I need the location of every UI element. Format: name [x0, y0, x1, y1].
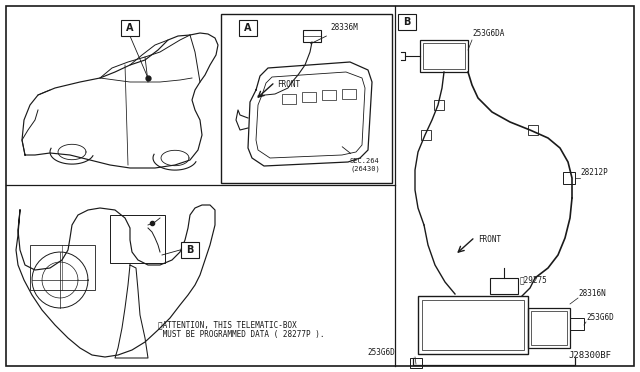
Bar — [422, 300, 524, 350]
Text: A: A — [126, 23, 134, 33]
Text: B: B — [186, 245, 194, 255]
Bar — [531, 311, 567, 345]
Bar — [303, 30, 321, 42]
Text: 28212P: 28212P — [580, 168, 608, 177]
Bar — [110, 215, 165, 263]
Bar — [282, 94, 296, 104]
Bar — [221, 14, 392, 183]
Text: 28316N: 28316N — [578, 289, 605, 298]
Bar — [434, 100, 444, 110]
Text: FRONT: FRONT — [478, 234, 501, 244]
Bar — [322, 90, 336, 100]
Text: J28300BF: J28300BF — [568, 351, 611, 360]
Bar — [563, 172, 575, 184]
Bar — [181, 242, 199, 258]
Bar — [410, 358, 422, 368]
Bar — [421, 130, 431, 140]
Text: 253G6D: 253G6D — [367, 348, 395, 357]
Bar — [121, 20, 139, 36]
Bar — [570, 318, 584, 330]
Bar — [528, 308, 570, 348]
Text: B: B — [403, 17, 411, 27]
Bar — [418, 296, 528, 354]
Text: 28336M: 28336M — [310, 23, 358, 44]
Bar — [342, 89, 356, 99]
Text: ※29275: ※29275 — [520, 275, 548, 284]
Bar — [30, 245, 95, 290]
Text: FRONT: FRONT — [277, 80, 300, 89]
Text: SEC.264
(26430): SEC.264 (26430) — [342, 147, 380, 171]
Bar — [398, 14, 416, 30]
Bar — [490, 278, 518, 294]
Bar — [302, 92, 316, 102]
Text: ※ATTENTION, THIS TELEMATIC-BOX
 MUST BE PROGRAMMED DATA ( 28277P ).: ※ATTENTION, THIS TELEMATIC-BOX MUST BE P… — [158, 320, 324, 339]
Bar — [528, 125, 538, 135]
Text: A: A — [244, 23, 252, 33]
Bar — [423, 43, 465, 69]
Bar — [239, 20, 257, 36]
Text: 253G6D: 253G6D — [586, 313, 614, 322]
Bar — [420, 40, 468, 72]
Text: 253G6DA: 253G6DA — [472, 29, 504, 38]
